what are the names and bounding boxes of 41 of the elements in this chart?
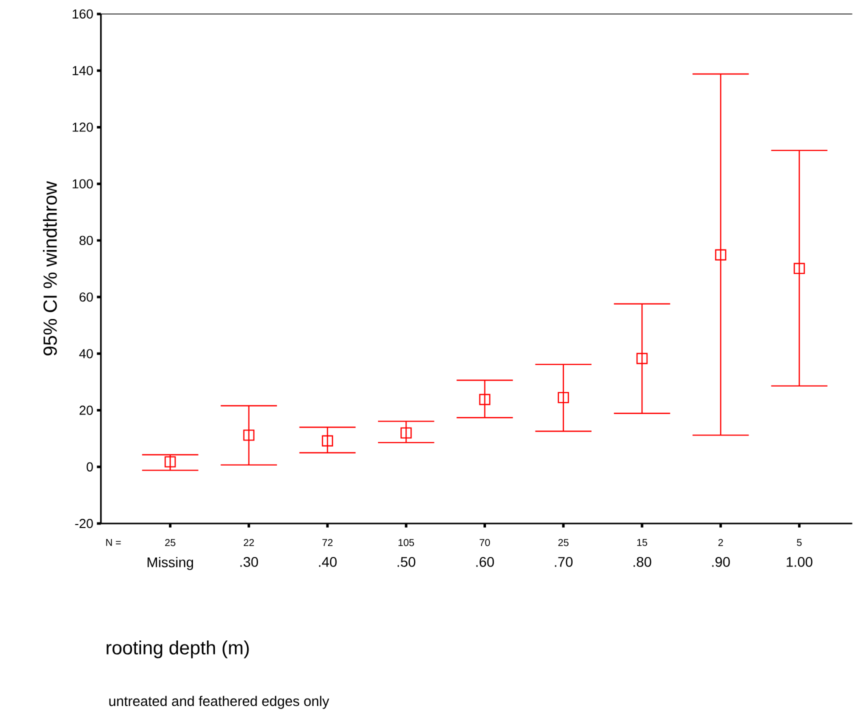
y-axis-title: 95% CI % windthrow xyxy=(42,181,57,356)
point xyxy=(636,352,648,364)
point xyxy=(558,392,569,403)
text: 5 xyxy=(796,538,802,546)
point xyxy=(243,429,254,441)
y-tick-label: 40 xyxy=(79,348,93,358)
text: 70 xyxy=(480,538,490,546)
text: 22 xyxy=(244,538,254,546)
y-tick-label: 160 xyxy=(72,9,93,18)
text: 25 xyxy=(558,538,569,546)
y-tick-label: 80 xyxy=(80,236,93,245)
x-tick-label: .30 xyxy=(240,556,258,567)
x-tick-label: 1.00 xyxy=(786,556,812,567)
y-tick-label: -20 xyxy=(75,518,93,528)
point xyxy=(479,394,490,405)
text: untreated and feathered edges only xyxy=(109,696,330,709)
point xyxy=(322,435,334,446)
text: 72 xyxy=(322,538,333,546)
point xyxy=(794,262,805,274)
y-tick-label: 100 xyxy=(72,179,93,188)
y-tick-label: 0 xyxy=(86,462,93,472)
x-tick-label: .60 xyxy=(476,556,494,567)
x-tick-label: .70 xyxy=(554,556,573,567)
text: 25 xyxy=(165,538,176,546)
x-tick-label: .80 xyxy=(634,556,652,567)
point xyxy=(400,427,412,438)
x-tick-label: Missing xyxy=(148,556,194,570)
point xyxy=(164,456,176,468)
x-tick-label: .90 xyxy=(712,556,730,567)
text: N = xyxy=(106,538,121,546)
y-tick-label: 140 xyxy=(72,66,93,76)
x-axis-title: rooting depth (m) xyxy=(106,640,249,658)
y-tick-label: 120 xyxy=(72,122,93,132)
y-tick-label: 20 xyxy=(80,406,93,415)
text: 15 xyxy=(637,538,648,546)
text: 105 xyxy=(398,538,414,546)
x-tick-label: .40 xyxy=(319,556,337,567)
point xyxy=(715,249,726,260)
y-tick-label: 60 xyxy=(80,292,93,302)
x-tick-label: .50 xyxy=(398,556,416,567)
text: 2 xyxy=(718,538,723,546)
